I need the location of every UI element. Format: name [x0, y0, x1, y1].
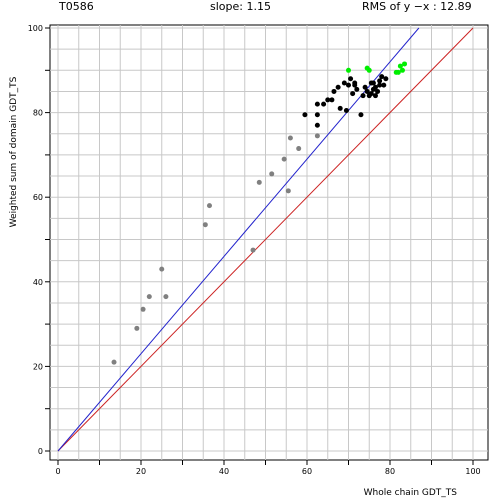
- data-point: [314, 112, 320, 118]
- data-point: [379, 74, 385, 80]
- y-tick-label: 20: [33, 362, 43, 371]
- x-tick-label: 20: [136, 467, 146, 476]
- data-point: [372, 93, 378, 99]
- slope-label: slope: 1.15: [210, 0, 271, 13]
- data-point: [134, 325, 140, 331]
- x-tick-label: 60: [302, 467, 312, 476]
- data-point: [256, 179, 262, 185]
- data-point: [285, 188, 291, 194]
- data-point: [202, 222, 208, 228]
- data-point: [335, 84, 341, 90]
- data-point: [287, 135, 293, 141]
- data-point: [329, 97, 335, 103]
- data-point: [402, 61, 408, 67]
- rms-label: RMS of y −x : 12.89: [362, 0, 472, 13]
- y-tick-label: 0: [38, 447, 43, 456]
- data-point: [397, 63, 403, 69]
- data-point: [140, 306, 146, 312]
- data-point: [383, 76, 389, 82]
- x-tick-label: 40: [219, 467, 229, 476]
- x-tick-label: 0: [55, 467, 60, 476]
- data-point: [111, 359, 117, 365]
- data-point: [269, 171, 275, 177]
- y-tick-label: 60: [33, 193, 43, 202]
- data-point: [346, 82, 351, 88]
- data-point: [352, 82, 358, 88]
- data-point: [321, 101, 327, 107]
- plot-frame: [49, 24, 489, 461]
- data-point: [358, 112, 364, 118]
- data-point: [372, 84, 378, 90]
- x-tick-label: 100: [465, 467, 480, 476]
- data-point: [146, 294, 152, 300]
- data-point: [296, 146, 302, 152]
- data-point: [341, 80, 347, 86]
- data-point: [302, 112, 308, 118]
- target-id: T0586: [59, 0, 94, 13]
- data-point: [250, 247, 256, 253]
- grid: [45, 25, 488, 465]
- data-point: [325, 97, 331, 103]
- x-tick-label: 80: [385, 467, 395, 476]
- data-point: [350, 91, 356, 97]
- data-point: [375, 88, 381, 94]
- data-point: [362, 84, 368, 90]
- data-point: [206, 203, 212, 209]
- data-point: [331, 88, 337, 94]
- data-point: [281, 156, 287, 162]
- tick-labels: 0 20 40 60 80 100 0 20 40 60 80 100: [28, 24, 481, 476]
- y-tick-label: 80: [33, 109, 43, 118]
- data-point: [314, 122, 320, 128]
- data-point: [348, 76, 354, 82]
- fit-line: [57, 27, 420, 452]
- x-axis-title: Whole chain GDT_TS: [364, 488, 458, 498]
- reference-lines: [57, 27, 474, 452]
- data-point: [314, 101, 320, 107]
- data-point: [366, 67, 372, 73]
- data-points: [111, 61, 408, 365]
- data-point: [368, 91, 374, 97]
- identity-line: [57, 27, 474, 452]
- data-point: [337, 105, 343, 111]
- data-point: [364, 88, 370, 94]
- data-point: [314, 133, 320, 139]
- data-point: [163, 294, 169, 300]
- data-point: [159, 266, 165, 272]
- data-point: [343, 107, 349, 113]
- data-point: [354, 86, 360, 92]
- data-point: [370, 80, 376, 86]
- y-tick-label: 100: [28, 24, 43, 33]
- data-point: [399, 67, 405, 73]
- data-point: [346, 67, 351, 73]
- data-point: [395, 69, 401, 75]
- data-point: [377, 82, 383, 88]
- data-point: [360, 93, 366, 99]
- y-axis-title: Weighted sum of domain GDT_TS: [9, 76, 19, 227]
- data-point: [381, 82, 387, 88]
- data-point: [377, 78, 383, 84]
- y-tick-label: 40: [33, 278, 43, 287]
